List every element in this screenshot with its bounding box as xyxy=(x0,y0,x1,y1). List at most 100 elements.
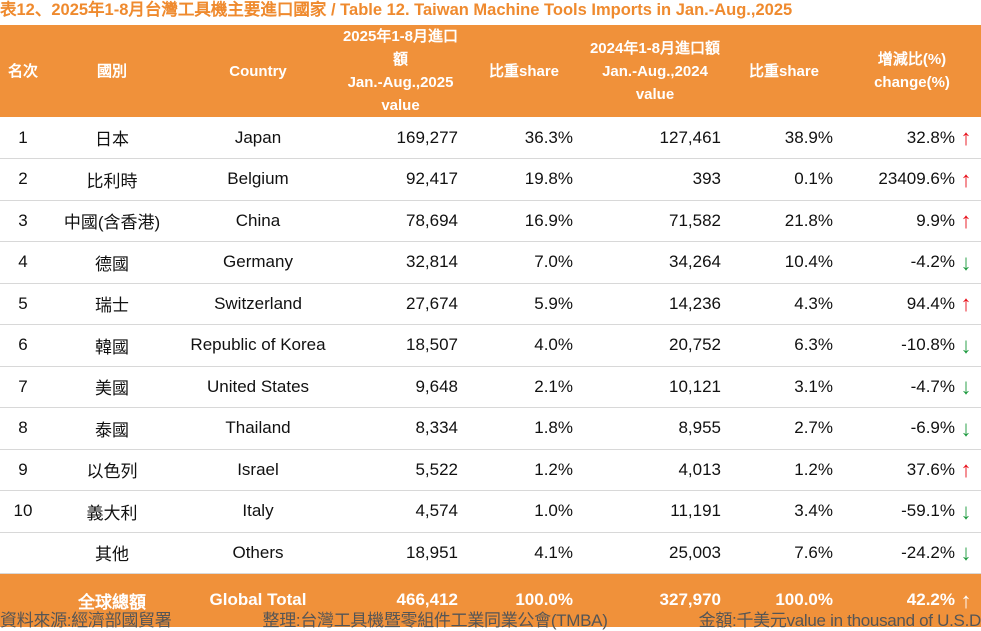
arrow-down-icon: ↓ xyxy=(960,540,972,566)
change-cell: -4.2% ↓ xyxy=(843,242,981,284)
share-2025-cell: 2.1% xyxy=(463,366,585,408)
share-2024-text: 2.7% xyxy=(794,418,833,438)
share-2025-text: 100.0% xyxy=(515,590,573,610)
country-zh-cell: 泰國 xyxy=(46,408,178,450)
share-2025-cell: 16.9% xyxy=(463,200,585,242)
arrow-down-icon: ↓ xyxy=(960,498,972,524)
country-en-text: Israel xyxy=(237,459,279,479)
change-cell: 9.9% ↑ xyxy=(843,200,981,242)
share-2024-text: 3.4% xyxy=(794,501,833,521)
share-2025-cell: 36.3% xyxy=(463,117,585,159)
header-country-en: Country xyxy=(229,62,287,80)
share-2025-text: 1.0% xyxy=(534,501,573,521)
country-zh-text: 比利時 xyxy=(86,171,138,191)
share-2024-cell: 7.6% xyxy=(725,532,843,574)
change-cell: 23409.6% ↑ xyxy=(843,159,981,201)
value-2024-text: 11,191 xyxy=(670,501,721,521)
change-cell: 42.2% ↑ xyxy=(843,574,981,627)
rank-text: 6 xyxy=(18,335,28,355)
header-country-zh: 國別 xyxy=(96,62,127,80)
country-zh-cell: 瑞士 xyxy=(46,283,178,325)
arrow-up-icon: ↑ xyxy=(960,208,972,234)
share-2024-cell: 10.4% xyxy=(725,242,843,284)
country-en-cell: Thailand xyxy=(178,408,338,450)
value-2024-cell: 71,582 xyxy=(585,200,725,242)
value-2025-cell: 78,694 xyxy=(338,200,463,242)
country-zh-cell: 比利時 xyxy=(46,159,178,201)
share-2024-text: 6.3% xyxy=(794,335,833,355)
country-zh-cell: 日本 xyxy=(46,117,178,159)
value-2024-text: 14,236 xyxy=(669,293,721,313)
share-2025-text: 4.0% xyxy=(534,335,573,355)
value-2024-cell: 34,264 xyxy=(585,242,725,284)
country-zh-text: 以色列 xyxy=(86,462,138,482)
share-2024-cell: 38.9% xyxy=(725,117,843,159)
share-2025-text: 1.2% xyxy=(534,459,573,479)
share-2025-cell: 100.0% xyxy=(463,574,585,627)
change-text: -4.7% xyxy=(910,376,955,396)
value-2025-text: 4,574 xyxy=(415,501,458,521)
value-2025-cell: 18,507 xyxy=(338,325,463,367)
header-change: 增減比(%) change(%) xyxy=(843,25,981,117)
country-zh-text: 瑞士 xyxy=(95,296,129,316)
rank-text: 5 xyxy=(18,293,28,313)
share-2024-text: 4.3% xyxy=(794,293,833,313)
country-en-text: Switzerland xyxy=(214,293,302,313)
table-row: 6 韓國 Republic of Korea 18,507 4.0% 20,752 6.3%… xyxy=(0,325,981,367)
country-zh-cell: 美國 xyxy=(46,366,178,408)
country-zh-text: 美國 xyxy=(95,379,129,399)
share-2024-text: 10.4% xyxy=(784,252,833,272)
rank-cell: 6 xyxy=(0,325,46,367)
country-zh-cell: 韓國 xyxy=(46,325,178,367)
value-2025-text: 466,412 xyxy=(396,590,458,610)
country-zh-text: 全球總額 xyxy=(78,592,146,612)
share-2025-text: 16.9% xyxy=(524,210,573,230)
change-cell: -6.9% ↓ xyxy=(843,408,981,450)
country-zh-text: 其他 xyxy=(95,545,129,565)
value-2024-cell: 127,461 xyxy=(585,117,725,159)
value-2025-cell: 5,522 xyxy=(338,449,463,491)
arrow-up-icon: ↑ xyxy=(960,291,972,317)
arrow-down-icon: ↓ xyxy=(960,332,972,358)
country-en-cell: United States xyxy=(178,366,338,408)
value-2025-cell: 27,674 xyxy=(338,283,463,325)
value-2025-text: 78,694 xyxy=(406,210,458,230)
country-zh-cell: 其他 xyxy=(46,532,178,574)
country-en-cell: Switzerland xyxy=(178,283,338,325)
share-2024-cell: 6.3% xyxy=(725,325,843,367)
value-2024-text: 10,121 xyxy=(669,376,721,396)
header-row: 名次 國別 Country 2025年1-8月進口額 Jan.-Aug.,2025… xyxy=(0,25,981,117)
share-2024-text: 100.0% xyxy=(775,590,833,610)
rank-cell: 7 xyxy=(0,366,46,408)
rank-text: 2 xyxy=(18,169,28,189)
share-2024-cell: 4.3% xyxy=(725,283,843,325)
value-2025-cell: 92,417 xyxy=(338,159,463,201)
share-2025-text: 1.8% xyxy=(534,418,573,438)
rank-text: 8 xyxy=(18,418,28,438)
share-2025-text: 19.8% xyxy=(524,169,573,189)
rank-cell: 10 xyxy=(0,491,46,533)
value-2024-text: 327,970 xyxy=(659,590,721,610)
value-2024-cell: 4,013 xyxy=(585,449,725,491)
share-2024-cell: 1.2% xyxy=(725,449,843,491)
change-cell: 94.4% ↑ xyxy=(843,283,981,325)
country-zh-text: 中國(含香港) xyxy=(63,213,161,233)
total-row: 全球總額 Global Total 466,412 100.0% 327,970 100.… xyxy=(0,573,981,627)
value-2025-cell: 4,574 xyxy=(338,491,463,533)
rank-cell: 9 xyxy=(0,449,46,491)
share-2024-text: 7.6% xyxy=(794,542,833,562)
country-en-cell: Italy xyxy=(178,491,338,533)
table-row: 9 以色列 Israel 5,522 1.2% 4,013 1.2% 37.6% ↑ xyxy=(0,449,981,491)
header-label: change(%) xyxy=(874,74,950,91)
share-2025-text: 7.0% xyxy=(534,252,573,272)
value-2025-text: 92,417 xyxy=(406,169,458,189)
share-2025-text: 5.9% xyxy=(534,293,573,313)
share-2025-cell: 1.0% xyxy=(463,491,585,533)
rank-text: 4 xyxy=(18,252,28,272)
value-2024-cell: 327,970 xyxy=(585,574,725,627)
share-2025-cell: 7.0% xyxy=(463,242,585,284)
country-en-cell: Others xyxy=(178,532,338,574)
value-2025-cell: 169,277 xyxy=(338,117,463,159)
arrow-down-icon: ↓ xyxy=(960,415,972,441)
change-text: -6.9% xyxy=(910,418,955,438)
